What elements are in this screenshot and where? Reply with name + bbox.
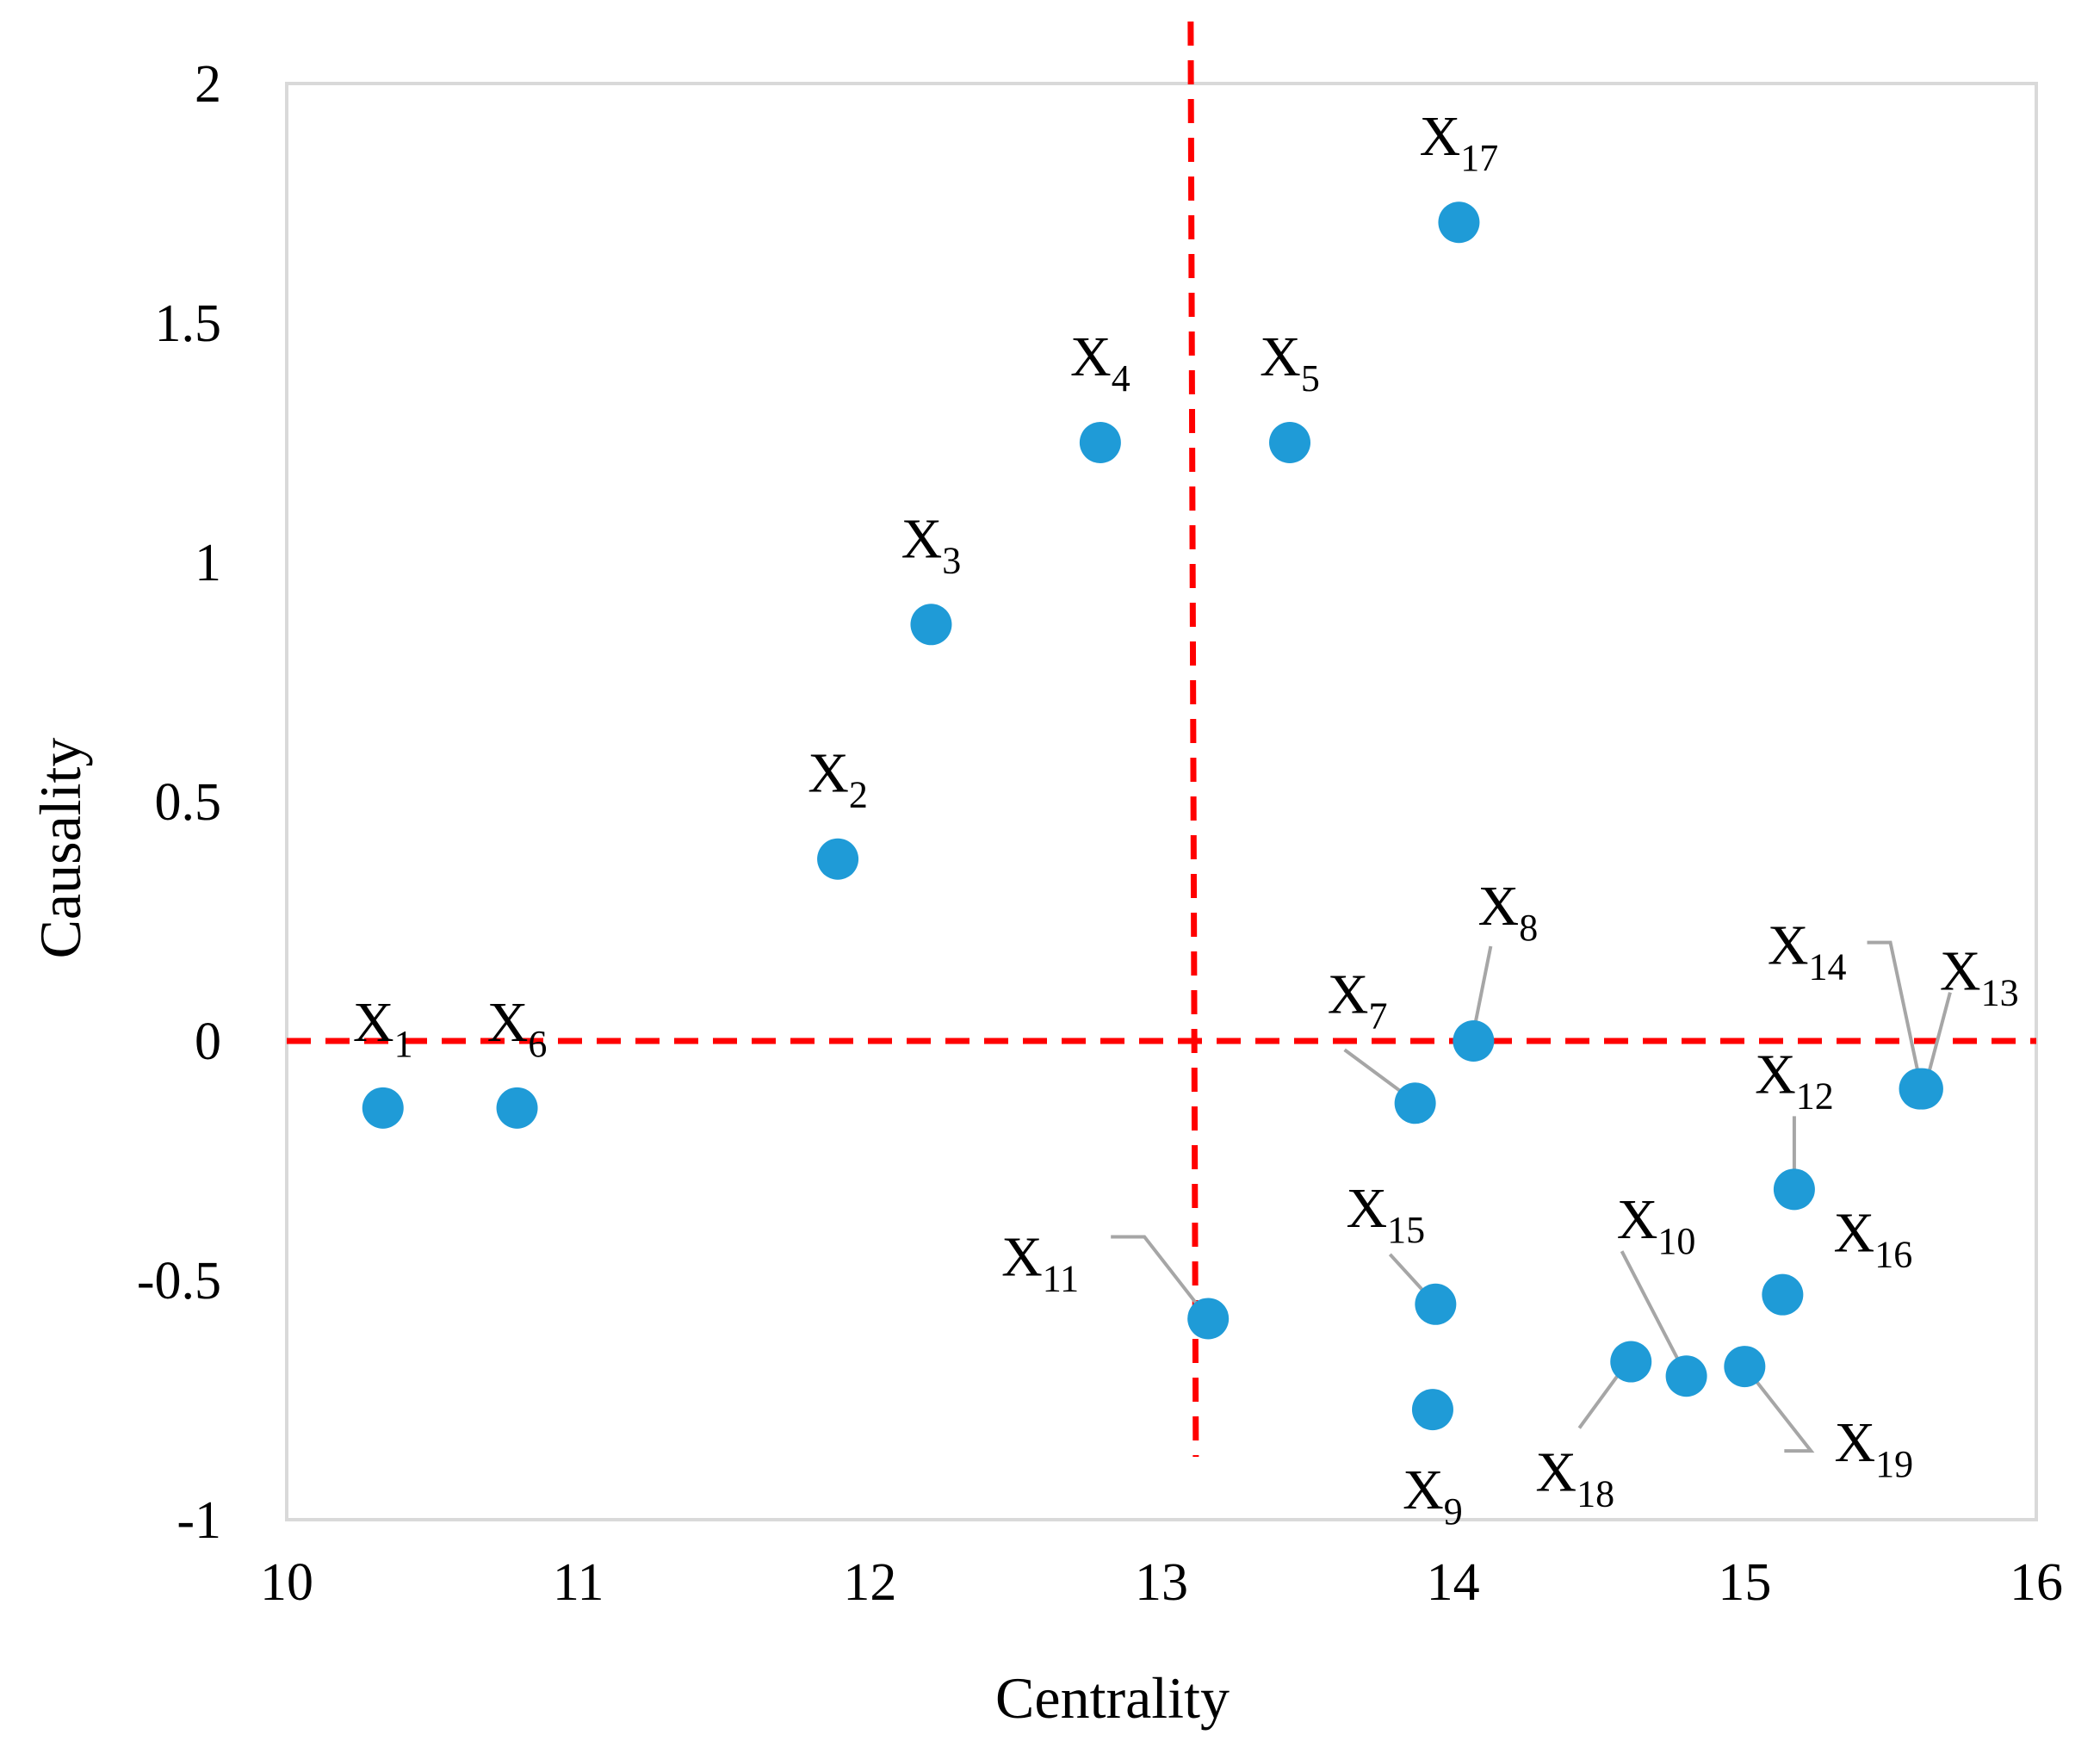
leader-line-X14: [1867, 940, 1922, 1081]
point-labels: X1 X2 X3 X4 X5 X6 X7 X8 X9 X10 X11 X12 X13 X14 X15 X16 X…: [353, 105, 2019, 1533]
point-label-X14: X14: [1768, 914, 1847, 988]
x-axis-ticks: 10 11 12 13 14 15 16: [260, 1553, 2063, 1612]
point-X4: [1079, 422, 1121, 463]
point-label-X13: X13: [1940, 940, 2019, 1014]
point-X9: [1411, 1389, 1453, 1431]
x-tick-label: 12: [843, 1553, 896, 1612]
point-label-X18: X18: [1535, 1441, 1614, 1515]
point-X1: [362, 1087, 404, 1129]
leader-line-X19: [1743, 1365, 1815, 1453]
point-X17: [1438, 201, 1480, 244]
point-X16: [1762, 1273, 1804, 1316]
point-label-X3: X3: [901, 507, 962, 581]
point-X11: [1187, 1298, 1230, 1340]
x-tick-label: 13: [1135, 1553, 1188, 1612]
point-label-X1: X1: [353, 991, 413, 1065]
y-tick-label: 2: [195, 55, 221, 114]
point-X19: [1724, 1346, 1766, 1388]
y-tick-label: 1: [195, 534, 221, 592]
y-tick-label: -1: [177, 1491, 221, 1550]
x-axis-title: Centrality: [995, 1665, 1230, 1731]
point-label-X6: X6: [487, 991, 548, 1065]
point-label-X11: X11: [1001, 1225, 1079, 1299]
x-tick-label: 14: [1427, 1553, 1480, 1612]
leader-lines: [1111, 940, 1952, 1453]
point-X14: [1899, 1068, 1941, 1110]
point-X2: [817, 838, 859, 880]
x-tick-label: 10: [260, 1553, 313, 1612]
point-X6: [496, 1087, 538, 1129]
point-label-X10: X10: [1617, 1188, 1696, 1262]
x-tick-label: 15: [1718, 1553, 1771, 1612]
point-label-X7: X7: [1328, 963, 1388, 1037]
point-X10: [1665, 1355, 1707, 1397]
point-label-X9: X9: [1403, 1459, 1463, 1533]
point-X12: [1773, 1168, 1815, 1211]
x-tick-label: 16: [2010, 1553, 2063, 1612]
x-tick-label: 11: [553, 1553, 604, 1612]
point-X15: [1415, 1283, 1457, 1325]
point-X5: [1269, 422, 1311, 463]
plot-area: [285, 82, 2038, 1521]
y-tick-label: 0.5: [155, 773, 222, 832]
point-X18: [1610, 1341, 1652, 1383]
point-label-X17: X17: [1420, 105, 1499, 179]
reference-lines: [287, 21, 2036, 1458]
point-label-X12: X12: [1755, 1043, 1834, 1117]
leader-line-X8: [1471, 945, 1493, 1033]
y-tick-label: -0.5: [137, 1252, 221, 1310]
y-tick-label: 1.5: [155, 294, 222, 353]
y-tick-label: 0: [195, 1013, 221, 1071]
leader-line-X13: [1924, 992, 1952, 1081]
vertical-reference-line: [1187, 21, 1199, 1458]
point-label-X19: X19: [1834, 1411, 1913, 1485]
point-label-X15: X15: [1347, 1177, 1426, 1251]
y-axis-ticks: 2 1.5 1 0.5 0 -0.5 -1: [137, 55, 221, 1550]
point-X3: [910, 604, 952, 646]
y-axis-title: Causality: [28, 738, 93, 959]
point-label-X2: X2: [808, 742, 868, 816]
point-X8: [1453, 1020, 1495, 1062]
leader-line-X11: [1111, 1235, 1210, 1320]
data-points: [362, 201, 1943, 1431]
point-label-X4: X4: [1070, 325, 1131, 400]
point-label-X8: X8: [1478, 875, 1539, 949]
point-X7: [1394, 1082, 1436, 1124]
point-label-X5: X5: [1260, 325, 1320, 400]
point-label-X16: X16: [1834, 1202, 1913, 1276]
leader-line-X10: [1620, 1250, 1684, 1369]
